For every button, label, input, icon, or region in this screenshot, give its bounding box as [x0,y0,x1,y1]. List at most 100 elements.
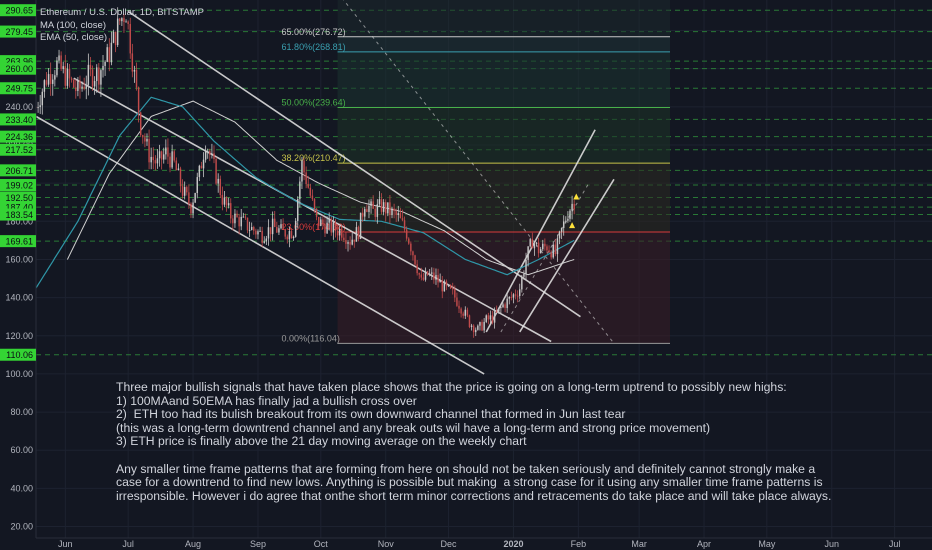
candle-body [525,259,527,274]
candle-body [311,195,314,200]
price-tag-label: 224.36 [5,132,33,142]
candle-body [447,285,450,287]
candle-body [129,24,131,54]
candle-body [487,315,490,320]
candle-body [443,281,446,292]
candle-body [255,230,257,235]
price-tag [0,208,36,221]
candlesticks [35,7,575,338]
fib-zone [337,232,670,344]
time-tick-label: Aug [185,539,201,549]
candle-body [108,47,111,63]
commentary-line: Any smaller time frame patterns that are… [116,461,816,476]
candle-body [142,135,144,138]
candle-body [445,281,448,286]
price-tag-label: 249.75 [5,84,33,94]
candle-body [198,165,201,178]
candle-body [403,220,406,230]
time-tick-label: Sep [250,539,266,549]
candle-body [137,87,140,113]
candle-body [531,239,534,249]
time-tick-label: 2020 [503,539,523,549]
candle-body [246,217,249,231]
candle-body [56,60,58,76]
candle-body [240,216,242,227]
candle-body [181,186,184,196]
candle-body [418,273,420,275]
price-tick-label: 40.00 [10,483,33,493]
candle-body [98,67,100,85]
candle-body [139,112,142,136]
candle-body [209,151,211,155]
candle-body [368,205,370,212]
candle-body [479,322,481,326]
candle-body [223,197,226,205]
candle-body [414,255,416,265]
time-tick-label: Apr [697,539,711,549]
candle-body [297,199,299,221]
ema-indicator-label[interactable]: EMA (50, close) [40,32,108,43]
candle-body [565,220,567,222]
signal-markers [569,193,580,229]
candle-body [299,181,301,200]
time-axis[interactable]: Jun Jul Aug Sep Oct Nov Dec 2020 Feb Mar Apr May Jun… [36,537,932,550]
candle-body [426,271,429,275]
ma-indicator-label[interactable]: MA (100, close) [40,19,106,31]
middle-down-channel [73,77,552,343]
candle-body [217,178,219,184]
candle-body [204,151,207,160]
lower-up-channel [519,178,615,333]
candle-body [405,229,408,239]
candle-body [232,218,234,224]
candle-body [374,208,376,217]
fibonacci-retracement[interactable]: 0.00%(116.04) 23.60%(174.38) 38.20%(210.47… [282,0,670,344]
candle-body [410,243,412,252]
candle-body [89,64,92,70]
candle-body [135,69,138,88]
candle-body [361,212,364,217]
candle-body [259,230,261,232]
time-tick-label: Jul [122,539,134,549]
candle-body [93,81,96,87]
candle-body [485,315,487,322]
price-axis[interactable]: 20.00 40.00 60.00 80.00 100.00 120.00 140.00 16… [0,0,37,550]
candle-body [498,307,500,312]
candle-body [54,75,56,80]
candle-body [225,197,228,206]
candle-body [510,296,513,298]
candle-body [462,313,464,316]
candle-body [68,68,71,79]
candle-body [508,296,511,299]
candle-body [194,193,196,203]
candle-body [322,219,324,225]
candle-body [341,228,343,238]
symbol-title[interactable]: Ethereum / U.S. Dollar, 1D, BITSTAMP [40,7,205,18]
candle-body [475,329,477,333]
time-tick-label: Jun [58,539,73,549]
candle-body [364,209,366,217]
time-tick-label: Nov [378,539,395,549]
price-tick-label: 140.00 [5,293,33,303]
candle-body [179,168,182,187]
price-tag [0,62,36,75]
candle-body [315,208,318,217]
candle-body [481,322,483,331]
candle-body [431,272,433,274]
price-tag [0,348,36,361]
price-tick-label: 120.00 [5,331,33,341]
candle-body [529,239,531,247]
candle-body [102,65,104,71]
candle-body [192,202,194,214]
candle-body [544,243,546,247]
candle-body [347,242,349,244]
candle-body [542,243,544,250]
fib-zone [337,36,670,52]
candle-body [267,227,270,239]
candle-body [70,78,73,80]
ema50-line [35,96,575,289]
candle-body [351,239,353,245]
candle-body [230,203,232,219]
candle-body [433,272,435,280]
candle-body [52,79,54,84]
